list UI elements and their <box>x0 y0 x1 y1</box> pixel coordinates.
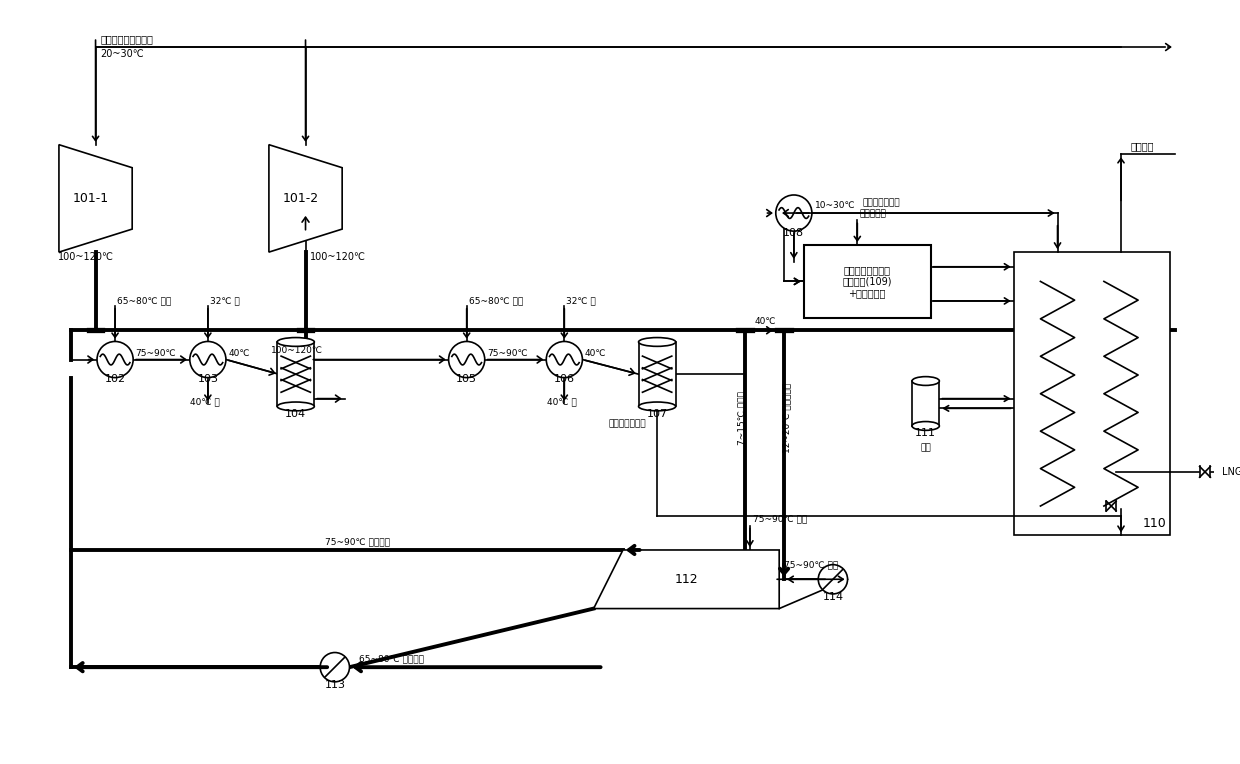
Bar <box>639 342 676 406</box>
Text: 110: 110 <box>1143 517 1167 530</box>
Text: 返流冷剂: 返流冷剂 <box>1131 141 1154 151</box>
Circle shape <box>320 652 350 681</box>
Text: 65~80℃ 热水: 65~80℃ 热水 <box>469 296 523 305</box>
Text: 101-2: 101-2 <box>283 192 319 205</box>
Text: 高压氖相制冷剂: 高压氖相制冷剂 <box>609 419 646 428</box>
Text: 75~90℃ 热水进水: 75~90℃ 热水进水 <box>325 537 391 546</box>
Text: 75~90℃ 热水: 75~90℃ 热水 <box>753 515 807 523</box>
Circle shape <box>190 342 226 377</box>
Text: 75~90℃ 热水: 75~90℃ 热水 <box>784 561 838 569</box>
Bar <box>1013 252 1169 536</box>
Text: 20~30℃: 20~30℃ <box>100 49 144 59</box>
Text: 40℃ 水: 40℃ 水 <box>190 397 219 406</box>
Circle shape <box>776 195 812 231</box>
Text: 10~30℃: 10~30℃ <box>816 201 856 210</box>
Text: 112: 112 <box>675 573 698 586</box>
Text: 12~20℃ 冷却水回水: 12~20℃ 冷却水回水 <box>782 383 791 453</box>
Ellipse shape <box>278 338 314 346</box>
Text: 65~80℃ 热水出水: 65~80℃ 热水出水 <box>360 654 424 663</box>
Text: 101-1: 101-1 <box>73 192 109 205</box>
Bar <box>278 342 314 406</box>
Circle shape <box>449 342 485 377</box>
Text: 100~120℃: 100~120℃ <box>272 345 324 354</box>
Bar <box>911 381 940 426</box>
Text: 40℃: 40℃ <box>755 317 776 326</box>
Text: 混合冷剂压缩机入口: 混合冷剂压缩机入口 <box>100 34 154 44</box>
Circle shape <box>97 342 133 377</box>
Text: 75~90℃: 75~90℃ <box>135 348 176 358</box>
Text: 高压气相制冷剂: 高压气相制冷剂 <box>862 198 900 207</box>
Text: 32℃ 水: 32℃ 水 <box>567 296 596 305</box>
Text: LNG: LNG <box>1221 467 1240 477</box>
Ellipse shape <box>911 377 940 385</box>
Text: 114: 114 <box>822 592 843 602</box>
Text: 111: 111 <box>915 428 936 439</box>
Text: 108: 108 <box>784 228 805 238</box>
Text: 104: 104 <box>285 409 306 419</box>
Ellipse shape <box>911 422 940 430</box>
Text: 113: 113 <box>325 680 345 690</box>
Text: 106: 106 <box>554 374 575 384</box>
Text: 重烃: 重烃 <box>920 443 931 452</box>
Text: 原料天然气: 原料天然气 <box>859 209 887 219</box>
Text: 100~120℃: 100~120℃ <box>310 252 366 262</box>
Text: 40℃: 40℃ <box>228 348 250 358</box>
Text: 65~80℃ 热水: 65~80℃ 热水 <box>117 296 171 305</box>
Text: 105: 105 <box>456 374 477 384</box>
FancyBboxPatch shape <box>804 244 930 318</box>
Polygon shape <box>594 550 779 609</box>
Text: 原料气分子筛脱水
前冷却器(109)
+分子筛系统: 原料气分子筛脱水 前冷却器(109) +分子筛系统 <box>842 265 892 298</box>
Polygon shape <box>60 144 133 252</box>
Ellipse shape <box>278 402 314 411</box>
Circle shape <box>547 342 583 377</box>
Text: 107: 107 <box>646 409 667 419</box>
Text: 40℃ 水: 40℃ 水 <box>547 397 577 406</box>
Text: 102: 102 <box>104 374 125 384</box>
Text: 32℃ 水: 32℃ 水 <box>210 296 239 305</box>
Text: 75~90℃: 75~90℃ <box>487 348 528 358</box>
Text: 100~120℃: 100~120℃ <box>58 252 114 262</box>
Text: 40℃: 40℃ <box>585 348 606 358</box>
Ellipse shape <box>639 402 676 411</box>
Ellipse shape <box>639 338 676 346</box>
Text: 7~15℃ 冷却水: 7~15℃ 冷却水 <box>738 391 746 445</box>
Polygon shape <box>269 144 342 252</box>
Circle shape <box>818 565 848 594</box>
Text: 103: 103 <box>197 374 218 384</box>
